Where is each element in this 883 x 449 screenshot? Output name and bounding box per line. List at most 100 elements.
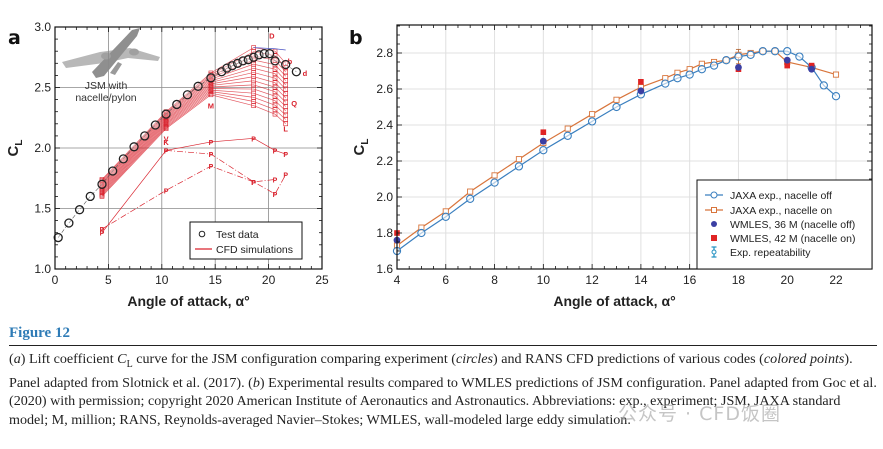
cfd-point <box>283 73 288 79</box>
test-data-point <box>281 59 291 70</box>
test-data-point <box>270 56 280 66</box>
test-data-point <box>64 218 74 228</box>
cfd-line <box>101 92 286 196</box>
cfd-point <box>283 117 288 122</box>
data-point-wmles-42m <box>808 62 815 69</box>
legend-marker-test-data <box>198 230 206 238</box>
test-data-point <box>172 99 182 110</box>
cfd-code-p-marker: P <box>273 148 278 155</box>
legend-label: WMLES, 36 M (nacelle off) <box>730 219 855 231</box>
caption-fragment: b <box>252 375 260 392</box>
data-point-nacelle-off <box>722 56 731 65</box>
data-point-nacelle-off <box>514 162 524 171</box>
cfd-code-p-marker: P <box>164 188 169 195</box>
caption-fragment: ) and RANS CFD predictions of various co… <box>493 351 764 367</box>
figure-caption: (a) Lift coefficient CL curve for the JS… <box>9 350 877 429</box>
cfd-point <box>283 60 288 66</box>
data-point-wmles-36m <box>808 65 816 73</box>
cfd-code-p-marker: P <box>209 152 214 159</box>
plot-frame <box>396 24 873 270</box>
x-tick-label: 20 <box>781 273 795 287</box>
airplane-icon <box>62 28 160 78</box>
cfd-line <box>101 55 286 183</box>
watermark: 公众号 · CFD饭圈 <box>618 403 781 425</box>
y-tick-label: 1.5 <box>34 202 51 216</box>
cfd-point <box>272 57 278 63</box>
test-data-point <box>108 166 118 176</box>
y-tick-label: 1.8 <box>376 226 393 240</box>
x-tick-label: 14 <box>634 273 648 287</box>
test-data-line <box>57 53 297 238</box>
x-tick-label: 5 <box>105 273 112 287</box>
cfd-code-label: V <box>164 134 169 143</box>
data-point-wmles-42m <box>638 79 644 85</box>
test-data-point <box>161 109 171 119</box>
legend-label: Test data <box>216 229 259 241</box>
caption-fragment: ). Panel adapted from Slotnick et al. (2… <box>9 351 853 392</box>
cfd-point <box>251 103 256 108</box>
data-point-nacelle-off <box>441 212 450 221</box>
data-point-nacelle-off <box>673 74 682 83</box>
data-point-nacelle-off <box>697 65 707 74</box>
data-point-wmles-36m <box>735 64 742 71</box>
cfd-code-p-marker: P <box>251 180 256 187</box>
cfd-code-label: K <box>163 138 169 147</box>
data-point-wmles-36m <box>783 56 791 64</box>
cfd-point <box>272 111 278 117</box>
data-point-nacelle-off <box>466 194 475 203</box>
cfd-code-p-line <box>101 165 286 230</box>
cfd-line-alt <box>253 47 286 51</box>
cfd-code-p-marker: P <box>164 148 169 155</box>
y-axis-label: CL <box>351 139 371 156</box>
x-tick-label: 10 <box>537 273 551 287</box>
data-point-nacelle-on <box>832 71 840 78</box>
cfd-point <box>272 93 278 99</box>
annotation-label: nacelle/pylon <box>75 92 136 104</box>
test-data-point <box>129 142 139 152</box>
test-data-point <box>150 120 161 130</box>
data-point-nacelle-on <box>613 96 620 103</box>
data-point-nacelle-off <box>734 52 743 61</box>
data-point-nacelle-on <box>589 111 596 118</box>
test-data-point <box>53 232 63 243</box>
cfd-simulation-lines <box>99 45 288 199</box>
cfd-point <box>272 102 278 108</box>
cfd-code-p-marker: P <box>273 192 278 199</box>
y-tick-label: 3.0 <box>34 20 51 34</box>
x-axis-label: Angle of attack, α° <box>553 293 675 309</box>
data-point-wmles-36m <box>539 137 547 145</box>
cfd-point <box>283 99 288 105</box>
legend-marker-repeatability-dot <box>711 249 717 255</box>
cfd-code-label: D <box>269 31 275 40</box>
figure-title: Figure 12 <box>9 325 70 341</box>
y-tick-label: 2.8 <box>376 46 393 60</box>
cfd-point <box>283 69 288 75</box>
cfd-line <box>101 91 286 195</box>
x-tick-label: 22 <box>829 273 843 287</box>
legend-marker-wmles-36m <box>711 221 717 227</box>
cfd-code-p-marker: P <box>251 180 256 187</box>
caption-fragment: a <box>13 351 21 367</box>
data-point-nacelle-off <box>709 61 719 70</box>
cfd-point <box>272 84 278 90</box>
x-tick-label: 6 <box>442 273 449 287</box>
annotation-label: JSM with <box>85 80 128 92</box>
cfd-point <box>283 108 288 114</box>
cfd-point <box>272 89 278 94</box>
y-tick-label: 2.5 <box>34 81 51 95</box>
data-point-wmles-42m <box>540 129 547 135</box>
cfd-code-p-marker: P <box>209 140 214 147</box>
x-tick-label: 10 <box>155 273 169 287</box>
cfd-point <box>272 66 278 72</box>
legend-label: CFD simulations <box>216 244 293 256</box>
data-point-nacelle-off <box>661 79 670 88</box>
cfd-point <box>272 80 278 85</box>
cfd-code-p-marker: P <box>283 152 288 159</box>
legend-marker-nacelle-off <box>710 191 718 199</box>
cfd-point <box>272 107 278 112</box>
cfd-code-p-marker: P <box>100 227 105 234</box>
data-point-nacelle-off <box>819 81 828 90</box>
cfd-code-p-marker: P <box>164 148 169 155</box>
caption-fragment: curve for the JSM configuration comparin… <box>132 351 456 367</box>
